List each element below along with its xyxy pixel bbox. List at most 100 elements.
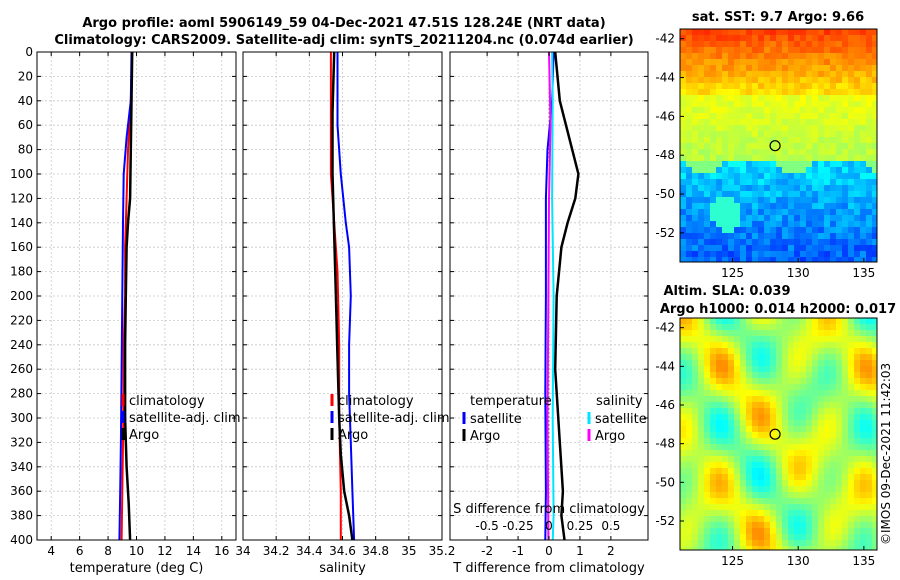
heatmap-cell (854, 438, 861, 445)
heatmap-cell (776, 318, 783, 325)
heatmap-cell (770, 191, 777, 198)
heatmap-cell (740, 492, 747, 499)
heatmap-cell (716, 450, 723, 457)
heatmap-cell (728, 137, 735, 144)
heatmap-cell (806, 450, 813, 457)
heatmap-cell (842, 137, 849, 144)
heatmap-cell (698, 474, 705, 481)
heatmap-cell (848, 245, 855, 252)
heatmap-cell (872, 185, 878, 192)
heatmap-cell (776, 408, 783, 415)
heatmap-cell (704, 65, 711, 72)
heatmap-cell (680, 119, 687, 126)
heatmap-cell (794, 65, 801, 72)
heatmap-cell (740, 372, 747, 379)
heatmap-cell (758, 71, 765, 78)
heatmap-cell (698, 209, 705, 216)
heatmap-cell (794, 53, 801, 60)
heatmap-cell (722, 474, 729, 481)
heatmap-cell (698, 348, 705, 355)
heatmap-cell (698, 468, 705, 475)
heatmap-cell (734, 408, 741, 415)
heatmap-cell (740, 510, 747, 517)
heatmap-cell (794, 378, 801, 385)
heatmap-cell (860, 41, 867, 48)
heatmap-cell (848, 534, 855, 541)
heatmap-cell (710, 474, 717, 481)
heatmap-cell (680, 203, 687, 210)
heatmap-cell (740, 167, 747, 174)
heatmap-cell (806, 143, 813, 150)
heatmap-cell (782, 510, 789, 517)
heatmap-cell (746, 245, 753, 252)
heatmap-cell (698, 354, 705, 361)
heatmap-cell (812, 396, 819, 403)
heatmap-cell (848, 95, 855, 102)
heatmap-cell (848, 480, 855, 487)
heatmap-cell (728, 185, 735, 192)
heatmap-cell (704, 324, 711, 331)
heatmap-cell (716, 173, 723, 180)
heatmap-cell (824, 35, 831, 42)
heatmap-cell (716, 35, 723, 42)
heatmap-cell (740, 546, 747, 551)
heatmap-cell (746, 456, 753, 463)
heatmap-cell (800, 77, 807, 84)
heatmap-cell (782, 257, 789, 263)
heatmap-cell (788, 185, 795, 192)
heatmap-cell (758, 474, 765, 481)
heatmap-cell (806, 227, 813, 234)
heatmap-cell (806, 137, 813, 144)
heatmap-cell (680, 29, 687, 36)
heatmap-cell (848, 486, 855, 493)
heatmap-cell (854, 354, 861, 361)
heatmap-cell (866, 77, 873, 84)
heatmap-cell (710, 233, 717, 240)
heatmap-cell (848, 71, 855, 78)
heatmap-cell (842, 65, 849, 72)
heatmap-cell (818, 107, 825, 114)
heatmap-cell (728, 161, 735, 168)
heatmap-cell (818, 342, 825, 349)
heatmap-cell (686, 336, 693, 343)
heatmap-cell (842, 468, 849, 475)
heatmap-cell (692, 438, 699, 445)
heatmap-cell (872, 540, 878, 547)
heatmap-cell (692, 107, 699, 114)
heatmap-cell (746, 113, 753, 120)
heatmap-cell (866, 414, 873, 421)
heatmap-cell (692, 408, 699, 415)
heatmap-cell (848, 185, 855, 192)
top-x-tick-label: 0 (545, 519, 553, 533)
heatmap-cell (728, 143, 735, 150)
heatmap-cell (680, 239, 687, 246)
heatmap-cell (866, 330, 873, 337)
heatmap-cell (734, 203, 741, 210)
heatmap-cell (716, 119, 723, 126)
heatmap-cell (740, 408, 747, 415)
heatmap-cell (812, 384, 819, 391)
heatmap-cell (776, 191, 783, 198)
x-tick-label: 130 (787, 554, 810, 568)
heatmap-cell (800, 360, 807, 367)
heatmap-cell (788, 227, 795, 234)
heatmap-cell (836, 480, 843, 487)
heatmap-cell (830, 516, 837, 523)
heatmap-cell (692, 95, 699, 102)
heatmap-cell (860, 540, 867, 547)
heatmap-cell (830, 89, 837, 96)
heatmap-cell (704, 396, 711, 403)
heatmap-cell (788, 546, 795, 551)
heatmap-cell (776, 348, 783, 355)
heatmap-cell (734, 462, 741, 469)
heatmap-cell (770, 366, 777, 373)
heatmap-cell (746, 119, 753, 126)
heatmap-cell (692, 221, 699, 228)
heatmap-cell (872, 510, 878, 517)
heatmap-cell (692, 35, 699, 42)
heatmap-cell (872, 378, 878, 385)
heatmap-cell (818, 504, 825, 511)
heatmap-cell (806, 101, 813, 108)
heatmap-cell (866, 324, 873, 331)
heatmap-cell (716, 528, 723, 535)
